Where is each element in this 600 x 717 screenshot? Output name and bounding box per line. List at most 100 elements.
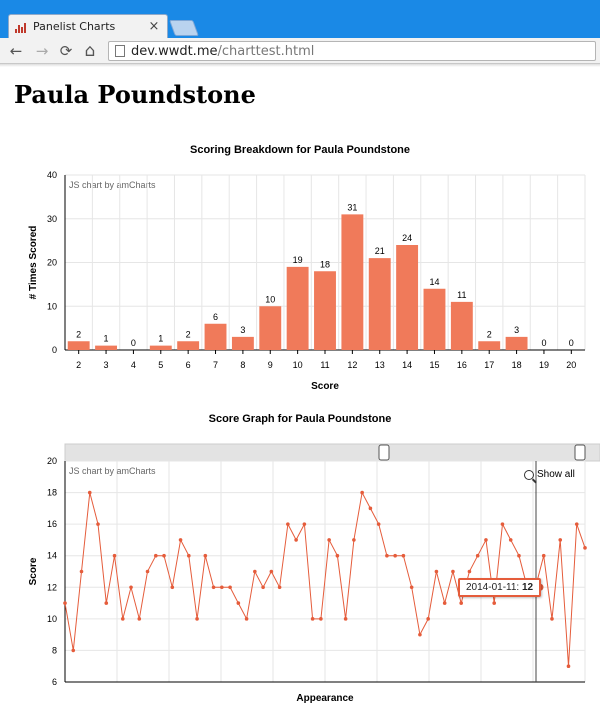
line-y-tick-label: 6	[52, 677, 57, 687]
bar	[149, 345, 172, 350]
bar	[505, 336, 528, 350]
home-icon[interactable]: ⌂	[84, 41, 96, 61]
bar-x-tick-label: 14	[402, 360, 412, 370]
tooltip-date: 2014-01-11	[466, 582, 517, 593]
score-point	[310, 617, 315, 621]
score-point	[104, 601, 109, 605]
bar-value-label: 24	[402, 233, 412, 243]
score-point	[145, 569, 150, 574]
score-point	[244, 617, 249, 621]
score-series-line	[64, 491, 586, 667]
bar-value-label: 19	[293, 255, 303, 265]
score-point	[508, 538, 513, 542]
bar-value-label: 2	[186, 329, 191, 339]
score-point	[137, 617, 142, 621]
bar-x-tick-label: 3	[104, 360, 109, 370]
bar-x-tick-label: 10	[293, 360, 303, 370]
bar-value-label: 3	[240, 325, 245, 335]
bar-value-label: 0	[131, 338, 136, 348]
line-chart-title: Score Graph for Paula Poundstone	[208, 413, 392, 425]
tooltip-value: 12	[521, 582, 534, 593]
line-y-tick-label: 16	[47, 519, 57, 529]
score-point	[484, 538, 488, 542]
line-y-tick-label: 14	[47, 551, 57, 561]
bar-x-tick-label: 4	[131, 360, 136, 370]
bar-x-tick-label: 17	[484, 360, 494, 370]
score-point	[120, 617, 125, 621]
bar	[341, 214, 364, 350]
score-point	[574, 522, 579, 526]
chart-tooltip: 2014-01-11: 12	[458, 578, 542, 597]
zoom-icon	[524, 469, 534, 480]
line-chart-credit[interactable]: JS chart by amCharts	[69, 466, 156, 476]
score-point	[335, 553, 340, 558]
bar-value-label: 10	[265, 294, 275, 304]
score-point	[401, 553, 406, 558]
score-point	[253, 569, 257, 574]
bar	[286, 266, 309, 350]
bar-value-label: 21	[375, 246, 385, 256]
bar-value-label: 14	[429, 277, 439, 287]
bar-chart-credit[interactable]: JS chart by amCharts	[69, 180, 156, 190]
bar-x-tick-label: 13	[375, 360, 385, 370]
bar-value-label: 0	[569, 338, 574, 348]
score-point	[170, 585, 175, 590]
bar	[259, 306, 282, 350]
score-point	[96, 522, 100, 526]
bar-x-tick-label: 16	[457, 360, 467, 370]
score-point	[467, 569, 472, 574]
scrollbar-handle-left	[378, 444, 390, 461]
bar	[314, 271, 336, 350]
line-y-tick-label: 18	[47, 488, 57, 498]
score-point	[87, 490, 92, 495]
tab-title: Panelist Charts	[33, 20, 116, 33]
bar-value-label: 11	[457, 290, 466, 300]
show-all-button[interactable]: Show all	[524, 469, 575, 480]
back-icon[interactable]: ←	[9, 42, 23, 60]
bar-y-tick-label: 30	[47, 214, 57, 224]
score-point	[492, 601, 497, 605]
bar-x-tick-label: 9	[268, 360, 273, 370]
bar-value-label: 6	[213, 312, 218, 322]
bar-x-axis-label: Score	[311, 381, 339, 392]
score-point	[442, 601, 447, 605]
score-point	[376, 522, 381, 526]
address-bar[interactable]: dev.wwdt.me/charttest.html	[108, 41, 596, 61]
score-point	[187, 553, 191, 558]
url-host: dev.wwdt.me	[131, 43, 218, 59]
browser-tab[interactable]: Panelist Charts ×	[8, 14, 168, 38]
score-point	[393, 553, 397, 558]
bar	[423, 288, 446, 350]
score-point	[418, 632, 422, 637]
score-point	[550, 617, 554, 621]
page-icon	[115, 45, 125, 57]
line-y-tick-label: 20	[47, 456, 57, 466]
score-point	[286, 522, 290, 526]
bar	[450, 301, 473, 350]
reload-icon[interactable]: ⟳	[59, 42, 73, 60]
score-point	[294, 538, 298, 542]
browser-tabstrip: Panelist Charts ×	[0, 0, 600, 38]
bar-x-tick-label: 18	[512, 360, 522, 370]
score-point	[79, 569, 84, 574]
bar-x-tick-label: 15	[429, 360, 439, 370]
score-point	[583, 546, 587, 550]
bar	[67, 341, 90, 350]
bar	[368, 258, 391, 350]
bar-y-tick-label: 40	[47, 170, 57, 180]
tab-close-icon[interactable]: ×	[148, 19, 160, 34]
bar	[95, 345, 117, 350]
score-point	[541, 553, 546, 558]
forward-icon[interactable]: →	[35, 42, 49, 60]
score-point	[319, 617, 323, 621]
score-point	[71, 648, 76, 653]
score-point	[129, 585, 133, 590]
score-point	[220, 585, 224, 590]
score-point	[178, 538, 183, 542]
scrollbar-track	[64, 443, 600, 462]
bar-value-label: 1	[158, 334, 163, 344]
score-point	[343, 617, 348, 621]
bar-value-label: 1	[104, 334, 109, 344]
line-y-axis-label: Score	[28, 557, 39, 585]
